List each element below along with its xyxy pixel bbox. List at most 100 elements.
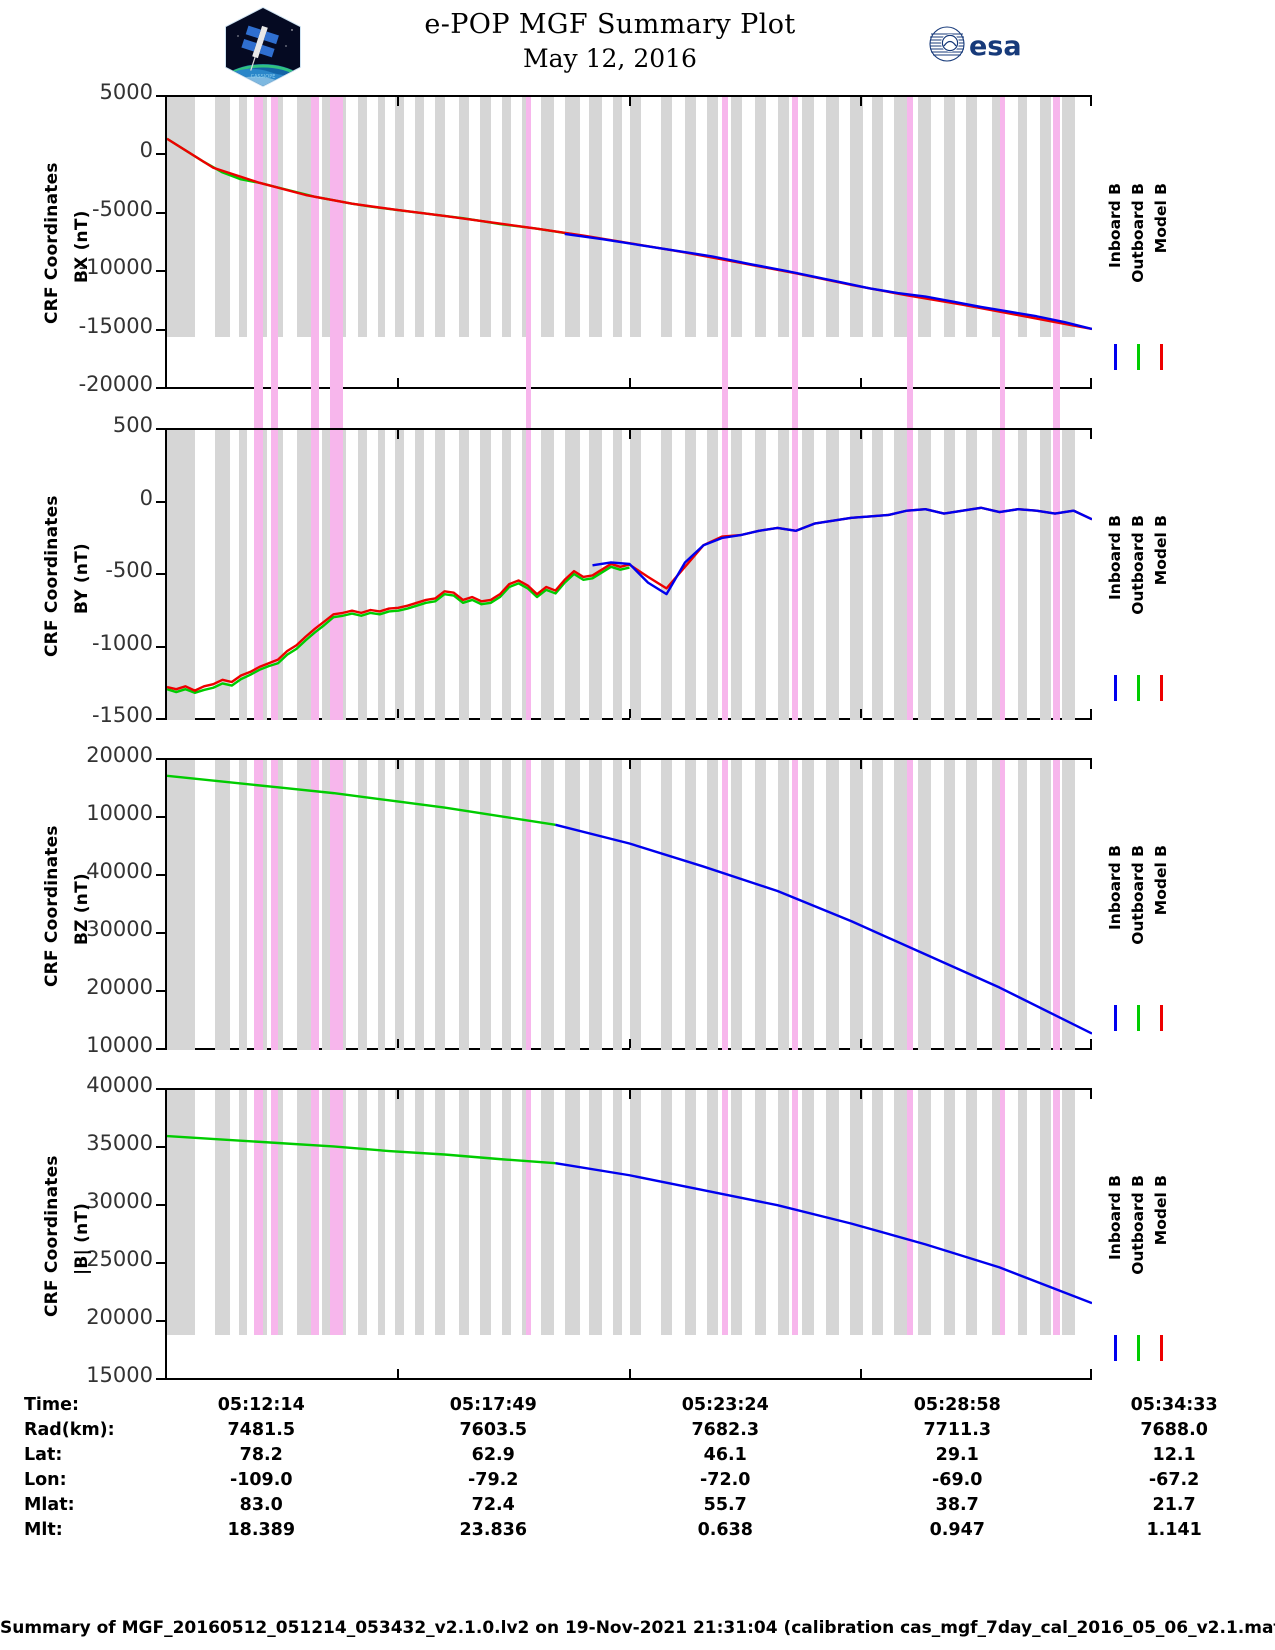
- gray-band: [1018, 1090, 1028, 1335]
- series-inboard-b: [555, 823, 1092, 1035]
- pink-marker: [254, 337, 264, 482]
- y-tick-mark: [156, 816, 165, 818]
- gray-band: [801, 430, 815, 720]
- pink-band: [1053, 1090, 1061, 1335]
- table-cell: -109.0: [229, 1469, 293, 1490]
- gray-band: [871, 430, 883, 720]
- legend-color-swatch: [1114, 1335, 1117, 1361]
- x-tick-mark-top: [628, 97, 631, 106]
- gray-band: [459, 430, 469, 720]
- gray-band: [1018, 97, 1028, 337]
- pink-band: [722, 97, 728, 337]
- x-tick-mark-bottom: [628, 1369, 631, 1378]
- legend-1: Inboard B Outboard B Model B: [1106, 183, 1269, 382]
- gray-band: [459, 760, 469, 1050]
- chart-panel-4: 40000 35000 30000 25000 20000 15000 CRF Coordi…: [0, 1073, 1275, 1398]
- gray-band: [357, 97, 367, 337]
- legend-label: Outboard B: [1129, 845, 1147, 945]
- gray-band: [871, 760, 883, 1050]
- row-label: Mlat:: [24, 1494, 75, 1515]
- pink-band: [311, 1090, 319, 1335]
- table-cell: -67.2: [1148, 1469, 1200, 1490]
- pink-band: [254, 1090, 264, 1335]
- gray-band: [322, 97, 330, 337]
- gray-band: [871, 97, 883, 337]
- pink-band: [311, 760, 319, 1050]
- pink-band: [525, 430, 532, 720]
- row-label: Lon:: [24, 1469, 67, 1490]
- gray-band: [276, 760, 284, 1050]
- pink-marker: [907, 337, 913, 482]
- gray-band: [564, 97, 580, 337]
- gray-band: [966, 1090, 978, 1335]
- gray-band: [825, 430, 839, 720]
- gray-band: [215, 760, 230, 1050]
- y-tick-mark: [156, 758, 165, 760]
- series-inboard-b: [555, 1161, 1092, 1305]
- series-model-b: [167, 506, 1092, 692]
- gray-band: [707, 1090, 719, 1335]
- y-tick-label: -1500: [91, 703, 153, 727]
- gray-band: [685, 430, 697, 720]
- gray-band: [707, 97, 719, 337]
- table-cell: 21.7: [1152, 1494, 1196, 1515]
- y-tick-mark: [156, 328, 165, 331]
- pink-band: [254, 430, 264, 720]
- series-outboard-b: [167, 1134, 556, 1165]
- pink-band: [270, 97, 278, 337]
- gray-band: [755, 430, 767, 720]
- y-tick-label: -500: [105, 558, 153, 582]
- x-tick-mark-bottom: [860, 1369, 863, 1378]
- gray-band: [501, 1090, 512, 1335]
- row-label: Lat:: [24, 1444, 63, 1465]
- table-cell: 46.1: [703, 1444, 747, 1465]
- pink-band: [907, 430, 913, 720]
- gray-band: [777, 1090, 789, 1335]
- pink-marker: [1053, 337, 1061, 482]
- gray-band: [276, 1090, 284, 1335]
- legend-label: Outboard B: [1129, 183, 1147, 283]
- table-cell: 05:28:58: [913, 1394, 1001, 1415]
- footer-summary-text: Summary of MGF_20160512_051214_053432_v2…: [0, 1618, 1275, 1638]
- gray-band: [459, 1090, 469, 1335]
- table-cell: 18.389: [227, 1519, 296, 1540]
- y-tick-mark: [156, 211, 165, 214]
- pink-band: [1053, 97, 1061, 337]
- pink-marker: [270, 337, 278, 482]
- x-tick-mark-bottom: [628, 709, 631, 718]
- gray-band: [394, 97, 404, 337]
- y-tick-mark: [156, 1262, 165, 1264]
- table-cell: 12.1: [1152, 1444, 1196, 1465]
- pink-band: [722, 1090, 728, 1335]
- gray-band: [296, 430, 312, 720]
- table-cell: 55.7: [703, 1494, 747, 1515]
- x-tick-mark-top: [1090, 760, 1092, 769]
- y-tick-label: 20000: [86, 975, 153, 999]
- legend-label: Inboard B: [1106, 183, 1124, 268]
- y-tick-label: -10000: [78, 255, 153, 280]
- y-tick-mark: [156, 990, 165, 992]
- pink-band: [999, 760, 1006, 1050]
- row-label: Rad(km):: [24, 1419, 115, 1440]
- y-tick-label: -5000: [91, 196, 153, 221]
- y-tick-label: 40000: [86, 1073, 153, 1097]
- table-cell: 29.1: [935, 1444, 979, 1465]
- legend-color-swatch: [1137, 675, 1140, 701]
- pink-band: [1053, 760, 1061, 1050]
- table-cell: 0.947: [929, 1519, 985, 1540]
- gray-band: [239, 1090, 247, 1335]
- y-tick-mark: [156, 718, 165, 720]
- gray-band: [479, 1090, 491, 1335]
- pink-band: [792, 760, 798, 1050]
- gray-band: [501, 97, 512, 337]
- pink-band: [254, 97, 264, 337]
- gray-band: [501, 430, 512, 720]
- y-tick-label: 20000: [86, 1305, 153, 1329]
- gray-band: [825, 1090, 839, 1335]
- legend-4: Inboard B Outboard B Model B: [1106, 1175, 1269, 1372]
- legend-label: Outboard B: [1129, 1175, 1147, 1275]
- x-tick-mark-top: [165, 1090, 167, 1099]
- gray-band: [259, 430, 267, 720]
- legend-color-swatch: [1114, 1005, 1117, 1031]
- gray-band: [540, 430, 554, 720]
